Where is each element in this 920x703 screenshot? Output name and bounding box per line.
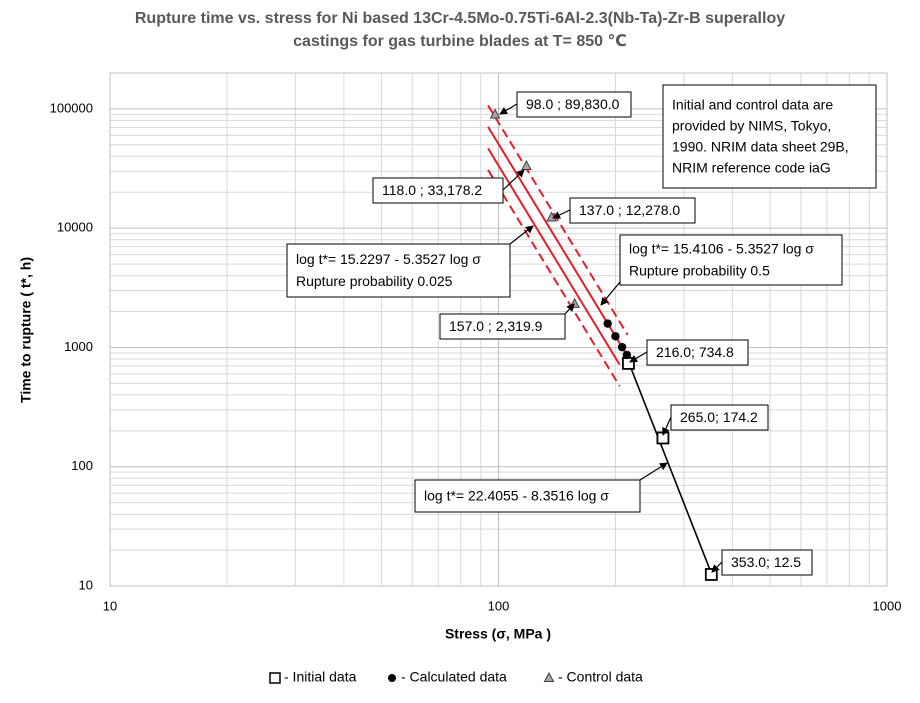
annotation-text: 98.0 ; 89,830.0	[526, 96, 620, 112]
annotation-arrow	[564, 303, 575, 315]
y-tick-label: 100	[71, 458, 93, 473]
x-tick-label: 10	[103, 598, 117, 613]
square-marker	[704, 568, 718, 581]
annotation-arrow	[711, 561, 723, 573]
annotation-text: 157.0 ; 2,319.9	[449, 318, 543, 334]
x-tick-label: 1000	[873, 598, 902, 613]
annotation-arrow	[600, 281, 621, 306]
y-tick-label: 10	[79, 577, 93, 592]
triangle-marker	[489, 108, 501, 119]
annotation-text: provided by NIMS, Tokyo,	[672, 118, 831, 134]
annotation-text: 353.0; 12.5	[731, 554, 801, 570]
annotation-text: Initial and control data are	[672, 97, 833, 113]
legend-label: - Control data	[558, 669, 643, 685]
annotation-arrow	[639, 462, 668, 481]
circle-marker	[611, 332, 620, 341]
annotation-box	[372, 177, 504, 204]
annotation-text: 216.0; 734.8	[656, 344, 734, 360]
annotation-box	[286, 243, 511, 298]
fit-line	[487, 104, 629, 336]
circle-marker	[603, 319, 612, 328]
annotation-arrow	[629, 351, 648, 363]
annotation-box	[662, 84, 877, 189]
y-tick-label: 1000	[64, 339, 93, 354]
square-marker	[622, 357, 635, 370]
annotation-box	[646, 339, 749, 366]
y-axis-label: Time to rupture ( t*, h)	[18, 257, 34, 403]
fit-line	[487, 126, 629, 357]
legend-marker	[388, 674, 396, 682]
plot-border	[109, 72, 888, 587]
annotation-text: 1990. NRIM data sheet 29B,	[672, 139, 849, 155]
annotation-text: 118.0 ; 33,178.2	[382, 182, 482, 198]
legend-item: - Initial data	[269, 669, 357, 685]
y-tick-label: 100000	[50, 100, 93, 115]
annotation-arrow	[499, 103, 518, 115]
annotation-box	[670, 404, 769, 431]
chart-title: Rupture time vs. stress for Ni based 13C…	[135, 10, 785, 27]
annotation-text: NRIM reference code iaG	[672, 160, 831, 176]
x-axis-label: Stress (σ, MPa )	[445, 626, 551, 642]
annotation-arrow	[502, 169, 525, 191]
legend-label: - Calculated data	[401, 669, 507, 685]
legend-label: - Initial data	[284, 669, 357, 685]
annotation-text: 265.0; 174.2	[680, 409, 758, 425]
annotation-text: log t*= 22.4055 - 8.3516 log σ	[424, 488, 609, 504]
fit-line	[627, 361, 713, 574]
fit-line	[487, 169, 621, 387]
annotation-box	[439, 313, 566, 340]
circle-marker	[617, 342, 627, 352]
fit-line	[487, 147, 621, 366]
annotation-box	[619, 234, 843, 286]
x-tick-label: 100	[488, 598, 510, 613]
annotation-text: Rupture probability 0.5	[629, 263, 770, 279]
circle-marker	[622, 350, 632, 360]
triangle-marker	[521, 159, 532, 171]
y-tick-label: 10000	[57, 220, 93, 235]
annotation-text: Rupture probability 0.025	[296, 273, 453, 289]
annotation-arrow	[552, 209, 571, 219]
annotation-text: log t*= 15.4106 - 5.3527 log σ	[629, 241, 814, 257]
legend-item: - Calculated data	[388, 669, 507, 685]
chart-title: castings for gas turbine blades at T= 85…	[293, 33, 627, 50]
legend-item: - Control data	[543, 669, 643, 685]
legend-marker	[269, 672, 281, 684]
annotation-box	[414, 479, 641, 513]
annotation-arrow	[509, 225, 534, 245]
annotation-box	[516, 91, 632, 118]
annotation-arrow	[662, 416, 672, 436]
annotation-text: log t*= 15.2297 - 5.3527 log σ	[296, 251, 481, 267]
legend-marker	[543, 671, 555, 682]
annotation-text: 137.0 ; 12,278.0	[579, 202, 680, 218]
